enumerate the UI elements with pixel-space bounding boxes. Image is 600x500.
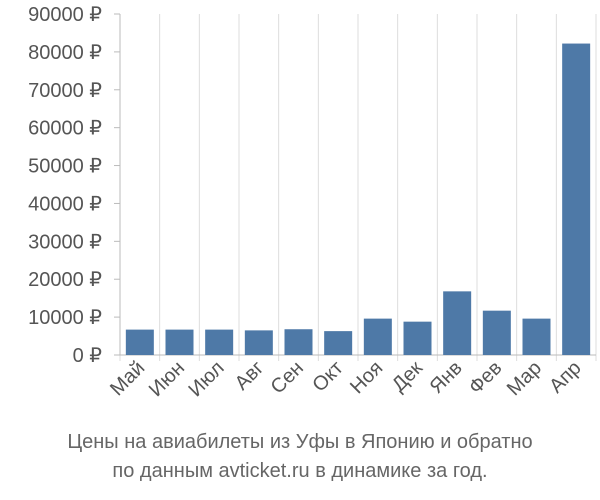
bar (562, 43, 591, 355)
title-line: Цены на авиабилеты из Уфы в Японию и обр… (67, 431, 533, 453)
bar (324, 331, 353, 355)
bar (244, 330, 273, 355)
x-tick-label: Ноя (346, 357, 387, 398)
x-tick-label: Май (106, 357, 149, 400)
x-tick-label: Апр (545, 357, 586, 398)
y-tick-label: 40000 ₽ (28, 193, 102, 215)
x-tick-label: Мар (503, 357, 546, 400)
bar (522, 318, 551, 355)
y-tick-label: 80000 ₽ (28, 42, 102, 64)
y-tick-label: 30000 ₽ (28, 231, 102, 253)
x-tick-label: Сен (267, 357, 308, 398)
x-tick-label: Июн (145, 357, 189, 401)
bar (363, 318, 392, 355)
bar (125, 329, 154, 355)
x-tick-label: Дек (388, 357, 427, 396)
y-tick-label: 10000 ₽ (28, 307, 102, 329)
chart-title: Цены на авиабилеты из Уфы в Японию и обр… (0, 428, 600, 486)
bar (403, 321, 432, 355)
bar (482, 310, 511, 355)
bar (205, 329, 234, 355)
y-tick-label: 20000 ₽ (28, 269, 102, 291)
y-tick-label: 50000 ₽ (28, 156, 102, 178)
x-tick-label: Янв (426, 357, 467, 398)
x-tick-label: Авг (231, 357, 269, 395)
x-tick-label: Окт (308, 357, 347, 396)
y-tick-label: 90000 ₽ (28, 4, 102, 26)
chart: 0 ₽ 10000 ₽ 20000 ₽ 30000 ₽ 40000 ₽ 50000 ₽ 60… (28, 4, 597, 401)
x-tick-label: Фев (465, 357, 507, 399)
y-tick-label: 0 ₽ (73, 345, 103, 367)
y-tick-label: 70000 ₽ (28, 80, 102, 102)
x-tick-label: Июл (184, 357, 228, 401)
bar (165, 329, 194, 355)
y-tick-label: 60000 ₽ (28, 118, 102, 140)
title-line: по данным avticket.ru в динамике за год. (112, 460, 488, 482)
bar (284, 329, 313, 355)
bar (443, 291, 472, 355)
